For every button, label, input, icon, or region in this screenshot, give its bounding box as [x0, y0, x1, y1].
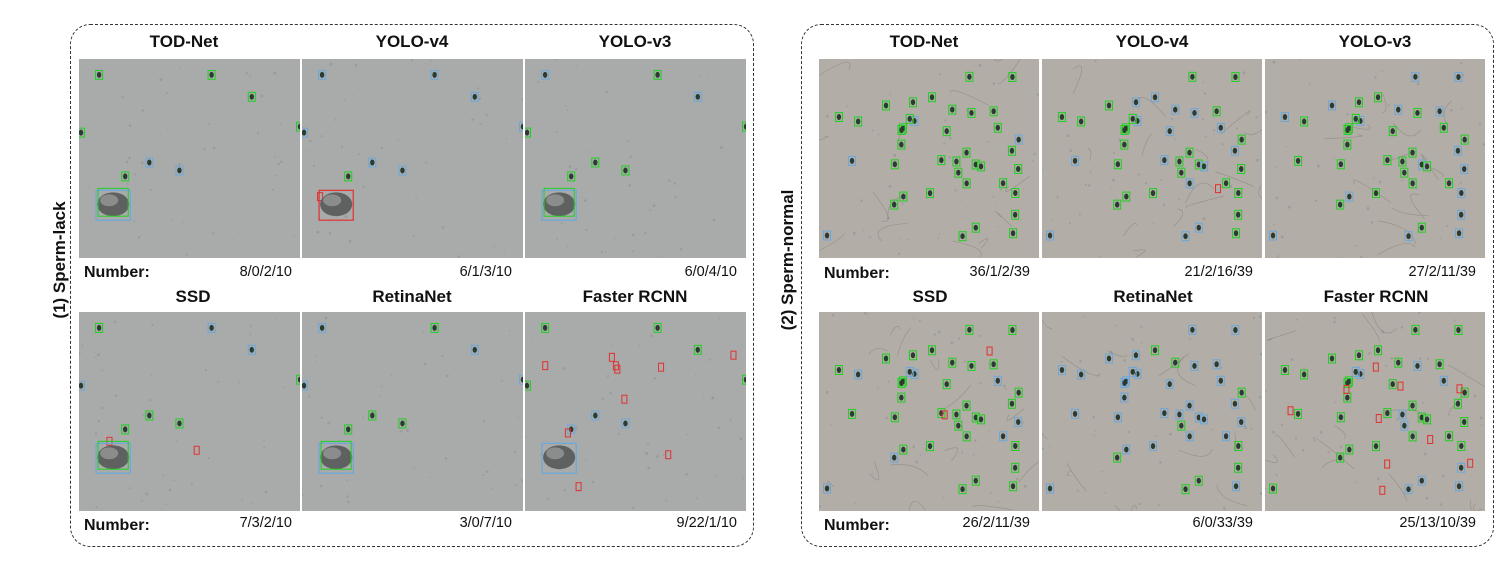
sperm-normal-panel	[801, 24, 1494, 547]
micrograph-yolo-v4-lack	[302, 59, 523, 258]
count-yolo-v3-lack: 6/0/4/10	[684, 264, 737, 280]
number-label-normal-bottom: Number:	[824, 517, 890, 534]
micrograph-ssd-normal	[819, 312, 1039, 511]
title-faster-rcnn-normal: Faster RCNN	[1323, 287, 1429, 306]
title-yolo-v3-normal: YOLO-v3	[1338, 32, 1412, 51]
title-yolo-v4-normal: YOLO-v4	[1115, 32, 1189, 51]
title-ssd-normal: SSD	[912, 287, 948, 306]
count-faster-rcnn-lack: 9/22/1/10	[676, 515, 737, 531]
title-yolo-v4-lack: YOLO-v4	[375, 32, 449, 51]
title-yolo-v3-lack: YOLO-v3	[598, 32, 672, 51]
title-retinanet-normal: RetinaNet	[1113, 287, 1193, 306]
micrograph-yolo-v3-normal	[1265, 59, 1485, 258]
sperm-lack-label: (1) Sperm-lack	[50, 201, 69, 319]
count-yolo-v3-normal: 27/2/11/39	[1408, 264, 1476, 280]
sperm-normal-label: (2) Sperm-normal	[778, 189, 797, 331]
micrograph-retinanet-lack	[302, 312, 523, 511]
count-tod-net-lack: 8/0/2/10	[239, 264, 292, 280]
title-tod-net-normal: TOD-Net	[889, 32, 959, 51]
title-tod-net-lack: TOD-Net	[149, 32, 219, 51]
count-ssd-lack: 7/3/2/10	[239, 515, 292, 531]
micrograph-tod-net-normal	[819, 59, 1039, 258]
count-tod-net-normal: 36/1/2/39	[969, 264, 1030, 280]
number-label-normal-top: Number:	[824, 265, 890, 282]
count-yolo-v4-normal: 21/2/16/39	[1184, 264, 1253, 280]
count-ssd-normal: 26/2/11/39	[962, 515, 1030, 531]
title-ssd-lack: SSD	[175, 287, 211, 306]
sperm-lack-panel	[70, 24, 754, 547]
number-label-lack-bottom: Number:	[84, 517, 150, 534]
micrograph-ssd-lack	[79, 312, 300, 511]
count-retinanet-normal: 6/0/33/39	[1192, 515, 1253, 531]
count-faster-rcnn-normal: 25/13/10/39	[1399, 515, 1476, 531]
micrograph-faster-rcnn-lack	[525, 312, 746, 511]
micrograph-retinanet-normal	[1042, 312, 1262, 511]
title-faster-rcnn-lack: Faster RCNN	[582, 287, 688, 306]
micrograph-tod-net-lack	[79, 59, 300, 258]
count-retinanet-lack: 3/0/7/10	[459, 515, 512, 531]
number-label-lack-top: Number:	[84, 264, 150, 281]
micrograph-yolo-v4-normal	[1042, 59, 1262, 258]
micrograph-yolo-v3-lack	[525, 59, 746, 258]
count-yolo-v4-lack: 6/1/3/10	[459, 264, 512, 280]
title-retinanet-lack: RetinaNet	[372, 287, 452, 306]
micrograph-faster-rcnn-normal	[1265, 312, 1485, 511]
